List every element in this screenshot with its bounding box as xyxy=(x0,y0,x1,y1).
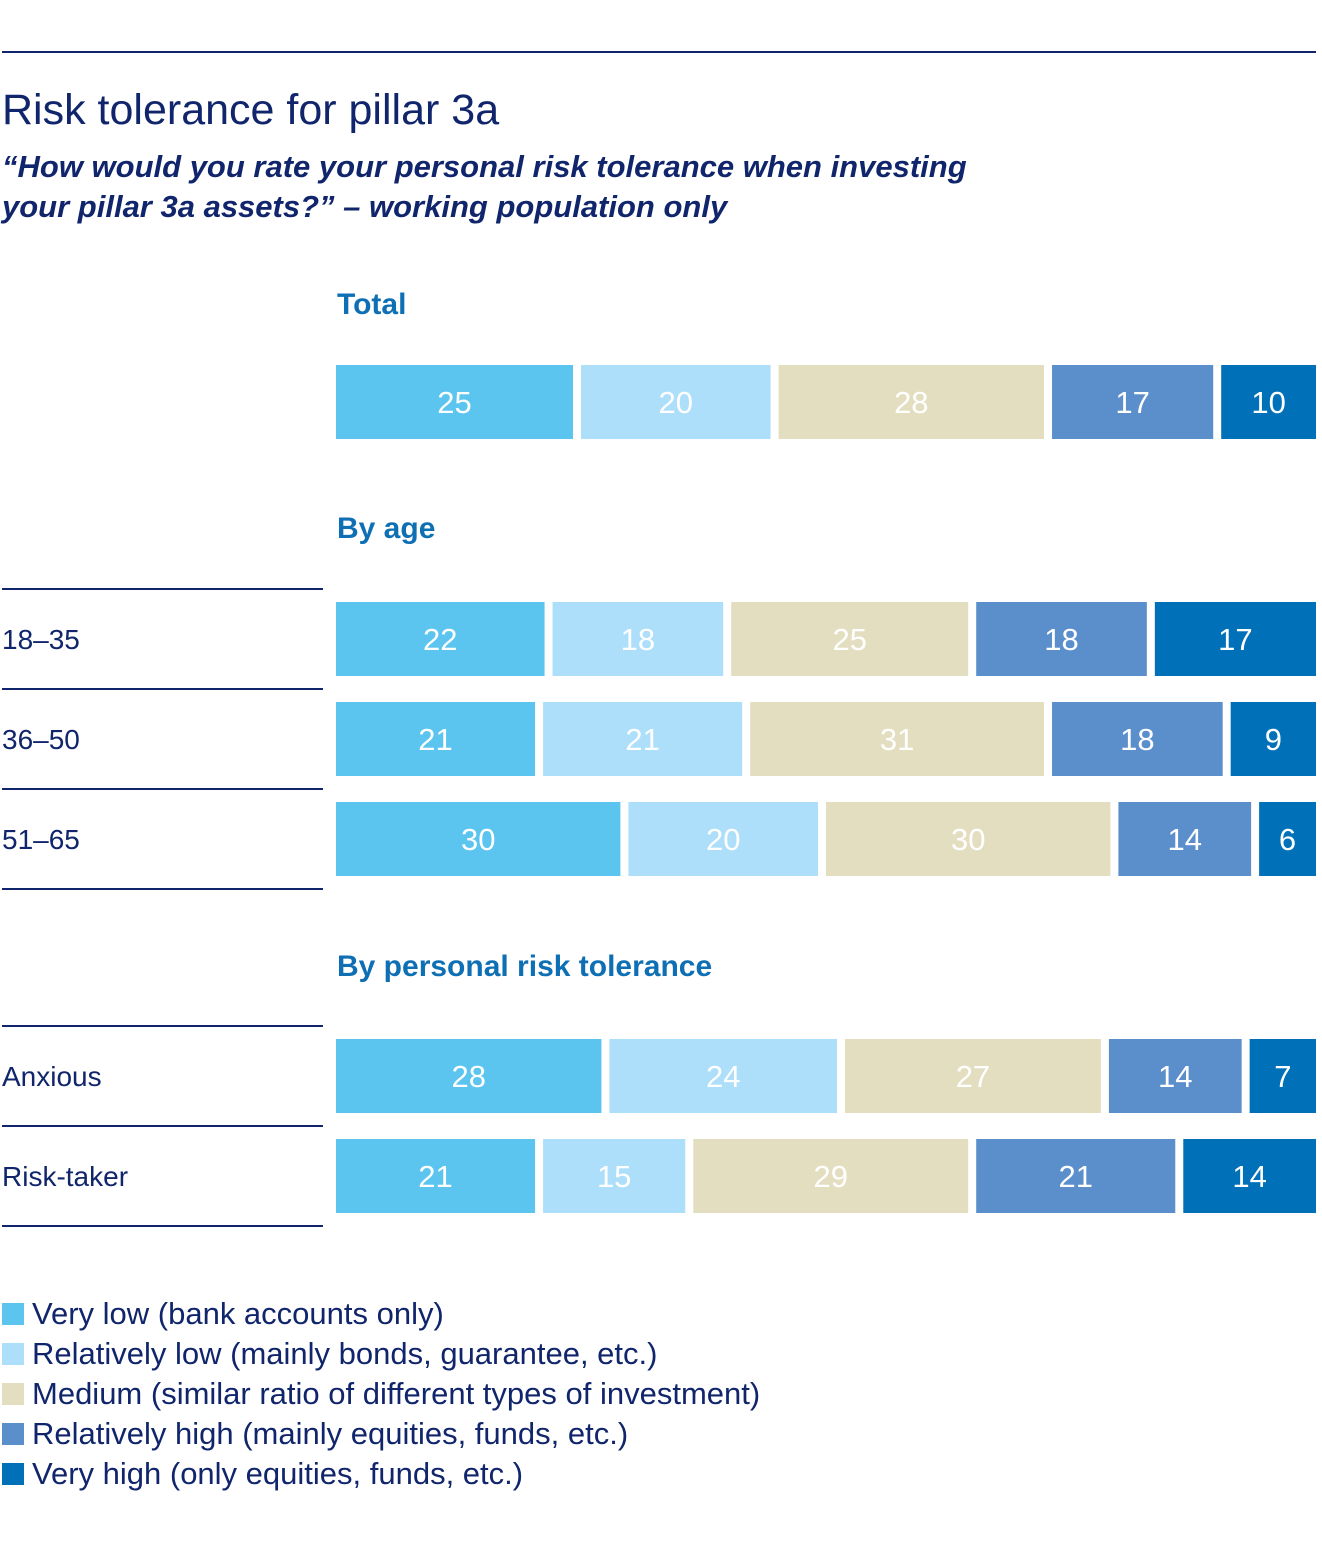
bar-risk-taker-series-2 xyxy=(543,1139,686,1213)
bar-total-series-2 xyxy=(581,365,771,439)
legend: Very low (bank accounts only) Relatively… xyxy=(2,1294,760,1494)
value-label-risk-taker-series-5: 14 xyxy=(1232,1159,1266,1194)
row-rule-anxious xyxy=(2,1025,323,1027)
legend-swatch-very-high xyxy=(2,1463,24,1485)
value-label-51-65-series-5: 6 xyxy=(1279,822,1296,857)
row-rule-51-65 xyxy=(2,788,323,790)
row-rule-36-50 xyxy=(2,688,323,690)
value-label-total-series-1: 25 xyxy=(437,385,471,420)
bar-51-65-series-1 xyxy=(336,802,621,876)
legend-swatch-relatively-high xyxy=(2,1423,24,1445)
bar-anxious-series-4 xyxy=(1108,1039,1242,1113)
bar-total-series-1 xyxy=(336,365,573,439)
value-label-36-50-series-5: 9 xyxy=(1265,722,1282,757)
chart-title: Risk tolerance for pillar 3a xyxy=(2,86,500,134)
bar-18-35-series-5 xyxy=(1154,602,1316,676)
bar-36-50-series-5 xyxy=(1230,702,1316,776)
row-rule-risk-taker xyxy=(2,1125,323,1127)
value-label-51-65-series-3: 30 xyxy=(951,822,985,857)
value-label-18-35-series-1: 22 xyxy=(423,622,457,657)
legend-item-medium: Medium (similar ratio of different types… xyxy=(2,1374,760,1414)
value-label-51-65-series-4: 14 xyxy=(1168,822,1202,857)
section-title-by-age: By age xyxy=(337,512,435,545)
bar-risk-taker-series-4 xyxy=(976,1139,1176,1213)
legend-label-relatively-low: Relatively low (mainly bonds, guarantee,… xyxy=(32,1336,658,1371)
bar-18-35-series-4 xyxy=(976,602,1147,676)
bar-risk-taker-series-5 xyxy=(1183,1139,1316,1213)
bar-51-65-series-4 xyxy=(1118,802,1252,876)
value-label-anxious-series-2: 24 xyxy=(706,1059,740,1094)
value-label-18-35-series-2: 18 xyxy=(621,622,655,657)
bar-36-50-series-2 xyxy=(543,702,743,776)
section-title-total: Total xyxy=(337,288,406,321)
row-rule-bottom-by-personal-risk-tolerance xyxy=(2,1225,323,1227)
row-label-18-35: 18–35 xyxy=(2,624,80,655)
value-label-anxious-series-5: 7 xyxy=(1274,1059,1291,1094)
subtitle-line-2: your pillar 3a assets?” – working popula… xyxy=(2,189,728,224)
legend-item-relatively-low: Relatively low (mainly bonds, guarantee,… xyxy=(2,1334,760,1374)
value-label-risk-taker-series-4: 21 xyxy=(1058,1159,1092,1194)
value-label-risk-taker-series-1: 21 xyxy=(418,1159,452,1194)
value-label-18-35-series-5: 17 xyxy=(1218,622,1252,657)
section-title-by-personal-risk-tolerance: By personal risk tolerance xyxy=(337,950,712,983)
bar-36-50-series-3 xyxy=(750,702,1045,776)
value-label-total-series-5: 10 xyxy=(1251,385,1285,420)
subtitle-line-1: “How would you rate your personal risk t… xyxy=(2,149,967,184)
stacked-bar-chart: Total 25 20 28 17 10 By age 18–35 22 18 25 18 17 36–5… xyxy=(2,288,1316,1227)
bar-51-65-series-5 xyxy=(1259,802,1316,876)
legend-swatch-medium xyxy=(2,1383,24,1405)
value-label-total-series-2: 20 xyxy=(659,385,693,420)
bar-anxious-series-2 xyxy=(609,1039,837,1113)
legend-item-very-low: Very low (bank accounts only) xyxy=(2,1294,760,1334)
legend-swatch-very-low xyxy=(2,1303,24,1325)
value-label-51-65-series-2: 20 xyxy=(706,822,740,857)
bar-36-50-series-4 xyxy=(1052,702,1223,776)
value-label-36-50-series-2: 21 xyxy=(625,722,659,757)
value-label-total-series-4: 17 xyxy=(1115,385,1149,420)
value-label-total-series-3: 28 xyxy=(894,385,928,420)
value-label-18-35-series-4: 18 xyxy=(1044,622,1078,657)
value-label-risk-taker-series-2: 15 xyxy=(597,1159,631,1194)
value-label-51-65-series-1: 30 xyxy=(461,822,495,857)
bar-51-65-series-3 xyxy=(826,802,1111,876)
value-label-anxious-series-3: 27 xyxy=(956,1059,990,1094)
bar-anxious-series-5 xyxy=(1249,1039,1316,1113)
bar-total-series-5 xyxy=(1221,365,1316,439)
value-label-36-50-series-1: 21 xyxy=(418,722,452,757)
row-rule-bottom-by-age xyxy=(2,888,323,890)
bar-51-65-series-2 xyxy=(628,802,818,876)
bar-total-series-3 xyxy=(778,365,1045,439)
value-label-anxious-series-4: 14 xyxy=(1158,1059,1192,1094)
bar-risk-taker-series-1 xyxy=(336,1139,536,1213)
value-label-36-50-series-3: 31 xyxy=(880,722,914,757)
legend-label-very-high: Very high (only equities, funds, etc.) xyxy=(32,1456,524,1491)
legend-label-relatively-high: Relatively high (mainly equities, funds,… xyxy=(32,1416,629,1451)
bar-anxious-series-1 xyxy=(336,1039,602,1113)
bar-18-35-series-2 xyxy=(552,602,724,676)
row-rule-18-35 xyxy=(2,588,323,590)
chart-subtitle: “How would you rate your personal risk t… xyxy=(2,147,967,227)
value-label-anxious-series-1: 28 xyxy=(451,1059,485,1094)
bar-risk-taker-series-3 xyxy=(693,1139,969,1213)
row-label-36-50: 36–50 xyxy=(2,724,80,755)
bar-18-35-series-3 xyxy=(731,602,969,676)
bar-36-50-series-1 xyxy=(336,702,536,776)
row-label-51-65: 51–65 xyxy=(2,824,80,855)
top-rule xyxy=(2,51,1316,53)
legend-item-very-high: Very high (only equities, funds, etc.) xyxy=(2,1454,760,1494)
row-label-anxious: Anxious xyxy=(2,1061,102,1092)
legend-swatch-relatively-low xyxy=(2,1343,24,1365)
legend-label-medium: Medium (similar ratio of different types… xyxy=(32,1376,761,1411)
row-label-risk-taker: Risk-taker xyxy=(2,1161,128,1192)
value-label-risk-taker-series-3: 29 xyxy=(813,1159,847,1194)
legend-item-relatively-high: Relatively high (mainly equities, funds,… xyxy=(2,1414,760,1454)
bar-18-35-series-1 xyxy=(336,602,545,676)
value-label-36-50-series-4: 18 xyxy=(1120,722,1154,757)
legend-label-very-low: Very low (bank accounts only) xyxy=(32,1296,444,1331)
bar-anxious-series-3 xyxy=(844,1039,1101,1113)
value-label-18-35-series-3: 25 xyxy=(832,622,866,657)
bar-total-series-4 xyxy=(1052,365,1214,439)
